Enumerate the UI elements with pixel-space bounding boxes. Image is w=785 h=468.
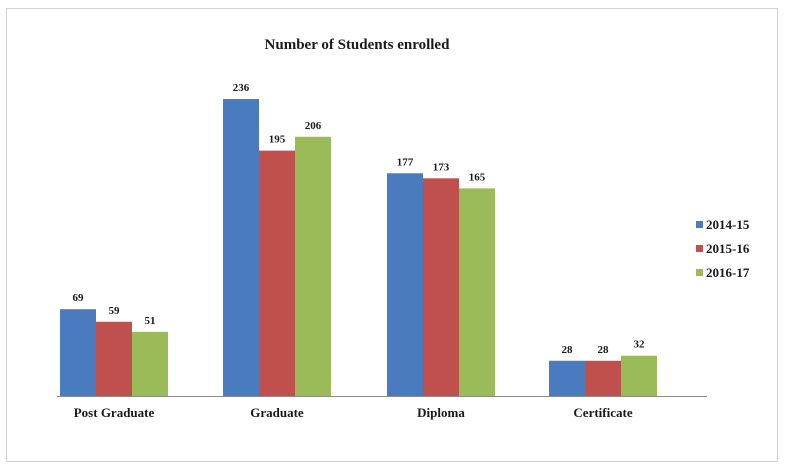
data-labels-group: 69 59 51 236 195 206 177 173 165 28 28 32	[73, 82, 646, 356]
data-label-post-graduate-2014-15: 69	[73, 292, 85, 304]
data-label-certificate-2016-17: 32	[634, 339, 646, 351]
data-label-diploma-2016-17: 165	[469, 171, 486, 183]
data-label-post-graduate-2015-16: 59	[109, 305, 121, 317]
chart-title: Number of Students enrolled	[265, 37, 451, 53]
category-label-certificate: Certificate	[573, 405, 632, 420]
bar-certificate-2015-16	[585, 360, 621, 396]
data-label-certificate-2014-15: 28	[562, 344, 574, 356]
bar-certificate-2014-15	[549, 360, 585, 396]
category-label-diploma: Diploma	[417, 405, 465, 420]
chart-frame: Number of Students enrolled 69 59 51 236 195…	[6, 8, 778, 462]
bar-graduate-2014-15	[223, 99, 259, 397]
data-label-certificate-2015-16: 28	[598, 344, 610, 356]
bar-graduate-2015-16	[259, 150, 295, 396]
category-labels-group: Post Graduate Graduate Diploma Certificate	[74, 405, 633, 420]
category-label-post-graduate: Post Graduate	[74, 405, 155, 420]
data-label-diploma-2015-16: 173	[433, 161, 450, 173]
bar-post-graduate-2016-17	[132, 331, 168, 396]
data-label-graduate-2014-15: 236	[233, 82, 250, 94]
data-label-graduate-2015-16: 195	[269, 134, 286, 146]
legend-label-2016-17: 2016-17	[706, 265, 750, 280]
bar-graduate-2016-17	[295, 136, 331, 396]
bar-chart: Number of Students enrolled 69 59 51 236 195…	[57, 37, 750, 420]
legend-label-2015-16: 2015-16	[706, 241, 750, 256]
bar-post-graduate-2015-16	[96, 321, 132, 396]
data-label-diploma-2014-15: 177	[397, 156, 414, 168]
legend-swatch-2015-16	[696, 245, 703, 252]
category-label-graduate: Graduate	[250, 405, 304, 420]
bars-group	[60, 99, 657, 397]
legend: 2014-15 2015-16 2016-17	[696, 217, 750, 280]
legend-swatch-2016-17	[696, 269, 703, 276]
bar-diploma-2014-15	[387, 173, 423, 396]
bar-certificate-2016-17	[621, 355, 657, 396]
data-label-graduate-2016-17: 206	[305, 120, 322, 132]
data-label-post-graduate-2016-17: 51	[145, 315, 156, 327]
legend-label-2014-15: 2014-15	[706, 217, 750, 232]
legend-swatch-2014-15	[696, 221, 703, 228]
bar-diploma-2016-17	[459, 188, 495, 396]
bar-diploma-2015-16	[423, 178, 459, 396]
bar-post-graduate-2014-15	[60, 309, 96, 396]
